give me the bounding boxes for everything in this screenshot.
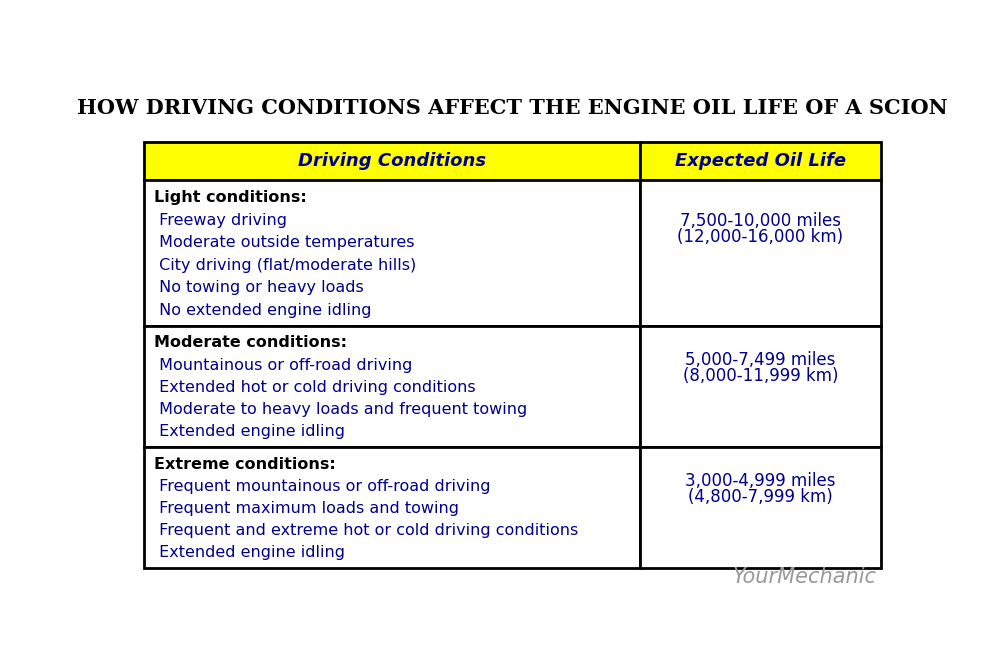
- Text: Expected Oil Life: Expected Oil Life: [675, 152, 846, 170]
- Bar: [144, 325, 640, 447]
- Text: No extended engine idling: No extended engine idling: [154, 303, 371, 317]
- Bar: [144, 180, 640, 325]
- Text: (8,000-11,999 km): (8,000-11,999 km): [683, 367, 838, 385]
- Text: 7,500-10,000 miles: 7,500-10,000 miles: [680, 212, 841, 230]
- Text: Moderate to heavy loads and frequent towing: Moderate to heavy loads and frequent tow…: [154, 402, 527, 417]
- Text: Frequent and extreme hot or cold driving conditions: Frequent and extreme hot or cold driving…: [154, 523, 578, 538]
- Text: (4,800-7,999 km): (4,800-7,999 km): [688, 488, 833, 506]
- Text: Mountainous or off-road driving: Mountainous or off-road driving: [154, 358, 412, 373]
- Text: Moderate outside temperatures: Moderate outside temperatures: [154, 235, 414, 250]
- Bar: [640, 180, 881, 325]
- Text: HOW DRIVING CONDITIONS AFFECT THE ENGINE OIL LIFE OF A SCION: HOW DRIVING CONDITIONS AFFECT THE ENGINE…: [77, 98, 948, 118]
- Text: YourMechanic: YourMechanic: [733, 568, 877, 588]
- Bar: [640, 141, 881, 180]
- Text: Driving Conditions: Driving Conditions: [298, 152, 486, 170]
- Text: No towing or heavy loads: No towing or heavy loads: [154, 280, 363, 295]
- Bar: [144, 141, 640, 180]
- Bar: [640, 447, 881, 568]
- Text: Moderate conditions:: Moderate conditions:: [154, 336, 347, 350]
- Bar: [144, 447, 640, 568]
- Text: 5,000-7,499 miles: 5,000-7,499 miles: [685, 351, 836, 369]
- Text: Extended hot or cold driving conditions: Extended hot or cold driving conditions: [154, 380, 475, 395]
- Text: Frequent maximum loads and towing: Frequent maximum loads and towing: [154, 501, 459, 516]
- Text: Extended engine idling: Extended engine idling: [154, 424, 345, 439]
- Bar: [640, 325, 881, 447]
- Text: Light conditions:: Light conditions:: [154, 190, 306, 205]
- Text: Frequent mountainous or off-road driving: Frequent mountainous or off-road driving: [154, 479, 490, 494]
- Text: Extreme conditions:: Extreme conditions:: [154, 456, 335, 472]
- Text: Extended engine idling: Extended engine idling: [154, 545, 345, 560]
- Text: City driving (flat/moderate hills): City driving (flat/moderate hills): [154, 257, 416, 273]
- Text: 3,000-4,999 miles: 3,000-4,999 miles: [685, 472, 836, 490]
- Text: Freeway driving: Freeway driving: [154, 213, 287, 227]
- Text: (12,000-16,000 km): (12,000-16,000 km): [677, 228, 844, 246]
